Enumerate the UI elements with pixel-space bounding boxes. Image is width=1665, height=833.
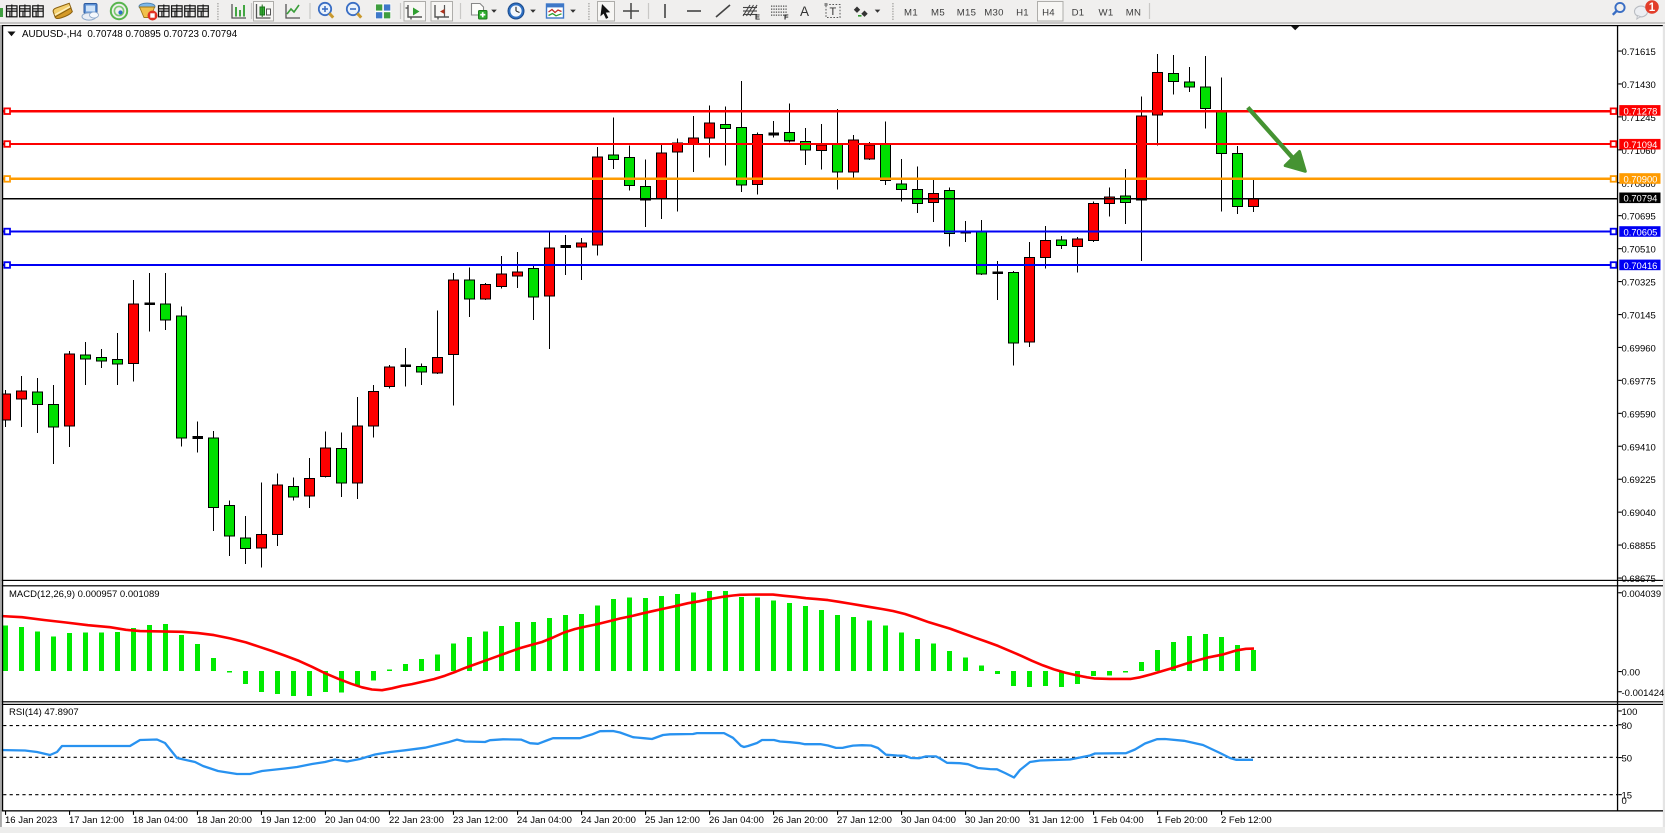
svg-text:50: 50 <box>1622 754 1633 765</box>
svg-text:25 Jan 12:00: 25 Jan 12:00 <box>645 815 700 826</box>
svg-text:27 Jan 12:00: 27 Jan 12:00 <box>837 815 892 826</box>
svg-text:26 Jan 04:00: 26 Jan 04:00 <box>709 815 764 826</box>
svg-text:0.70880: 0.70880 <box>1622 179 1656 190</box>
svg-text:H1: H1 <box>1016 7 1029 18</box>
svg-text:1 Feb 04:00: 1 Feb 04:00 <box>1093 815 1144 826</box>
svg-text:F: F <box>784 13 789 22</box>
svg-text:18 Jan 04:00: 18 Jan 04:00 <box>133 815 188 826</box>
svg-text:0.71430: 0.71430 <box>1622 80 1656 91</box>
svg-text:0.68675: 0.68675 <box>1622 574 1656 585</box>
svg-text:H4: H4 <box>1042 7 1055 18</box>
svg-text:0.71278: 0.71278 <box>1624 105 1658 116</box>
svg-text:17 Jan 12:00: 17 Jan 12:00 <box>69 815 124 826</box>
svg-text:80: 80 <box>1622 721 1633 732</box>
svg-text:M5: M5 <box>931 7 945 18</box>
svg-text:0.71245: 0.71245 <box>1622 113 1656 124</box>
svg-text:-0.001424: -0.001424 <box>1622 688 1665 699</box>
svg-text:M15: M15 <box>957 7 977 18</box>
svg-text:0.70145: 0.70145 <box>1622 311 1656 322</box>
svg-text:0.69960: 0.69960 <box>1622 344 1656 355</box>
svg-text:100: 100 <box>1622 707 1638 718</box>
svg-text:RSI(14) 47.8907: RSI(14) 47.8907 <box>9 707 79 718</box>
svg-text:30 Jan 04:00: 30 Jan 04:00 <box>901 815 956 826</box>
svg-text:0.70416: 0.70416 <box>1624 260 1658 271</box>
svg-text:15: 15 <box>1622 791 1633 802</box>
svg-text:0: 0 <box>1622 796 1627 807</box>
svg-text:T: T <box>830 6 837 18</box>
svg-text:2 Feb 12:00: 2 Feb 12:00 <box>1221 815 1272 826</box>
svg-text:16 Jan 2023: 16 Jan 2023 <box>5 815 57 826</box>
svg-text:0.70605: 0.70605 <box>1624 226 1658 237</box>
svg-text:AUDUSD-,H4 0.70748 0.70895 0.: AUDUSD-,H4 0.70748 0.70895 0.70723 0.707… <box>22 29 238 40</box>
svg-text:0.70325: 0.70325 <box>1622 278 1656 289</box>
svg-text:0.69590: 0.69590 <box>1622 409 1656 420</box>
svg-text:D1: D1 <box>1072 7 1085 18</box>
svg-text:24 Jan 04:00: 24 Jan 04:00 <box>517 815 572 826</box>
svg-text:18 Jan 20:00: 18 Jan 20:00 <box>197 815 252 826</box>
svg-text:0.00: 0.00 <box>1622 668 1641 679</box>
svg-text:0.70900: 0.70900 <box>1624 173 1658 184</box>
svg-text:23 Jan 12:00: 23 Jan 12:00 <box>453 815 508 826</box>
svg-text:MN: MN <box>1126 7 1142 18</box>
svg-text:19 Jan 12:00: 19 Jan 12:00 <box>261 815 316 826</box>
svg-text:0.69775: 0.69775 <box>1622 376 1656 387</box>
svg-text:1 Feb 20:00: 1 Feb 20:00 <box>1157 815 1208 826</box>
svg-text:0.68855: 0.68855 <box>1622 541 1656 552</box>
svg-text:0.70695: 0.70695 <box>1622 212 1656 223</box>
svg-text:0.004039: 0.004039 <box>1622 589 1662 600</box>
svg-text:26 Jan 20:00: 26 Jan 20:00 <box>773 815 828 826</box>
svg-text:0.69225: 0.69225 <box>1622 475 1656 486</box>
svg-text:A: A <box>800 4 809 19</box>
svg-text:0.70510: 0.70510 <box>1622 245 1656 256</box>
svg-text:31 Jan 12:00: 31 Jan 12:00 <box>1029 815 1084 826</box>
svg-text:0.71060: 0.71060 <box>1622 146 1656 157</box>
svg-text:30 Jan 20:00: 30 Jan 20:00 <box>965 815 1020 826</box>
svg-text:0.71615: 0.71615 <box>1622 47 1656 58</box>
svg-text:20 Jan 04:00: 20 Jan 04:00 <box>325 815 380 826</box>
svg-text:0.71094: 0.71094 <box>1624 139 1658 150</box>
svg-text:M30: M30 <box>984 7 1004 18</box>
svg-text:MACD(12,26,9) 0.000957 0.00108: MACD(12,26,9) 0.000957 0.001089 <box>9 589 160 600</box>
svg-text:W1: W1 <box>1099 7 1114 18</box>
svg-text:0.69040: 0.69040 <box>1622 508 1656 519</box>
svg-text:0.70794: 0.70794 <box>1624 193 1658 204</box>
svg-text:E: E <box>755 13 760 22</box>
svg-text:22 Jan 23:00: 22 Jan 23:00 <box>389 815 444 826</box>
svg-text:24 Jan 20:00: 24 Jan 20:00 <box>581 815 636 826</box>
svg-text:0.69410: 0.69410 <box>1622 442 1656 453</box>
svg-text:1: 1 <box>1649 2 1656 14</box>
svg-text:M1: M1 <box>904 7 918 18</box>
